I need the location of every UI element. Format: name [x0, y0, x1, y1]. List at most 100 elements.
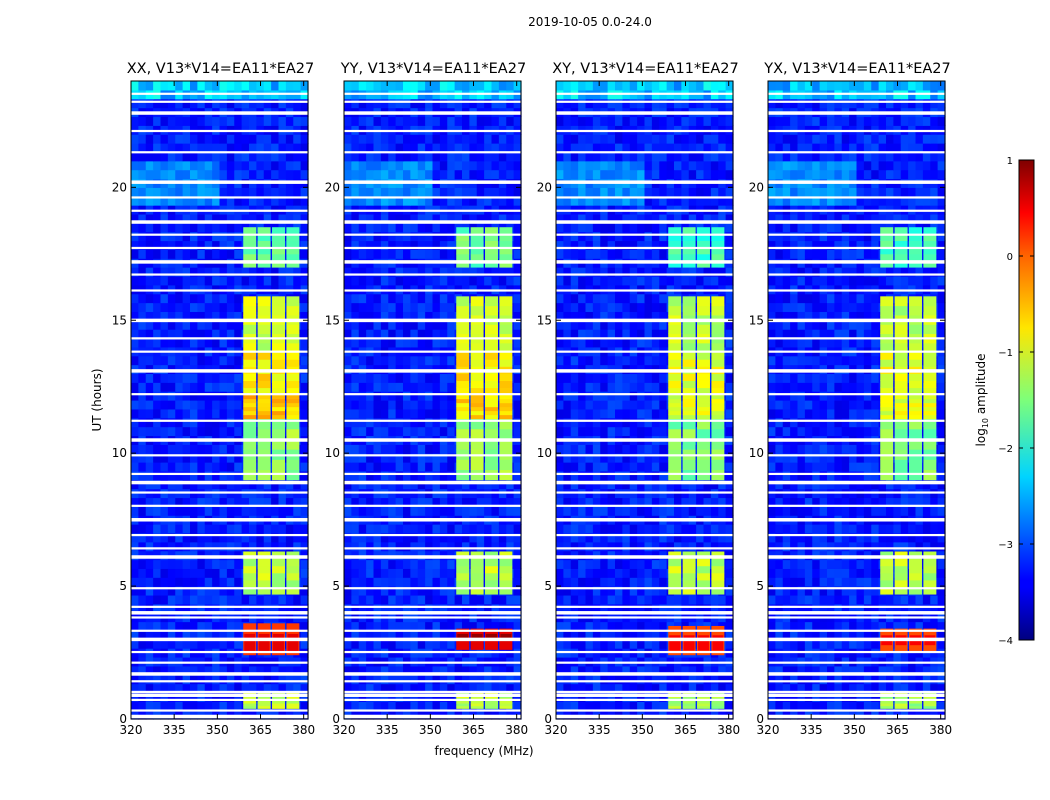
spectrogram-cell [659, 391, 668, 401]
spectrogram-cell [410, 479, 419, 490]
spectrogram-cell [351, 417, 360, 428]
spectrogram-cell [153, 568, 162, 578]
spectrogram-cell [175, 674, 184, 685]
spectrogram-cell [491, 683, 500, 694]
spectrogram-cell [585, 532, 594, 543]
flagged-row [131, 555, 308, 559]
spectrogram-cell [351, 240, 360, 250]
spectrogram-cell [454, 143, 463, 153]
spectrogram-cell [637, 701, 646, 711]
band-block [456, 240, 470, 248]
spectrogram-cell [425, 603, 434, 614]
spectrogram-cell [462, 187, 470, 197]
spectrogram-cell [263, 665, 272, 676]
band-block [272, 705, 285, 709]
spectrogram-cell [513, 391, 522, 401]
spectrogram-cell [271, 275, 280, 286]
spectrogram-cell [432, 577, 441, 587]
spectrogram-cell [226, 134, 235, 144]
spectrogram-cell [175, 320, 184, 330]
spectrogram-cell [570, 506, 579, 516]
spectrogram-cell [212, 417, 221, 428]
spectrogram-cell [506, 524, 515, 534]
spectrogram-cell [637, 621, 646, 631]
band-block [499, 233, 513, 241]
spectrogram-cell [710, 683, 719, 694]
spectrogram-cell [484, 116, 493, 126]
spectrogram-cell [513, 302, 522, 312]
spectrogram-cell [204, 134, 213, 144]
spectrogram-cell [241, 665, 250, 676]
spectrogram-cell [226, 541, 235, 552]
spectrogram-cell [358, 151, 367, 162]
flagged-row [344, 151, 521, 154]
spectrogram-cell [204, 213, 213, 224]
spectrogram-cell [513, 81, 522, 91]
spectrogram-cell [285, 267, 294, 277]
spectrogram-cell [570, 568, 579, 578]
spectrogram-cell [131, 568, 139, 578]
spectrogram-cell [563, 524, 572, 534]
spectrogram-cell [425, 302, 434, 312]
spectrogram-cell [160, 249, 169, 259]
spectrogram-cell [358, 506, 367, 516]
spectrogram-cell [388, 541, 397, 552]
spectrogram-cell [234, 267, 243, 277]
spectrogram-cell [131, 143, 139, 153]
spectrogram-cell [285, 196, 294, 206]
spectrogram-cell [439, 249, 448, 259]
spectrogram-cell [190, 665, 198, 676]
spectrogram-cell [234, 231, 243, 242]
spectrogram-cell [637, 417, 646, 428]
spectrogram-cell [629, 470, 638, 481]
band-block [485, 342, 498, 353]
spectrogram-cell [138, 249, 147, 259]
spectrogram-cell [226, 320, 235, 330]
spectrogram-cell [358, 594, 367, 605]
band-block [456, 394, 470, 400]
spectrogram-cell [278, 143, 287, 153]
spectrogram-cell [644, 559, 653, 569]
spectrogram-cell [592, 497, 601, 507]
spectrogram-cell [417, 577, 426, 587]
spectrogram-cell [293, 98, 302, 109]
spectrogram-cell [607, 630, 616, 640]
spectrogram-cell [432, 329, 441, 339]
spectrogram-cell [366, 462, 375, 472]
spectrogram-cell [175, 603, 184, 614]
spectrogram-cell [615, 603, 623, 614]
spectrogram-cell [131, 674, 139, 685]
spectrogram-cell [395, 329, 404, 339]
spectrogram-cell [182, 586, 191, 596]
spectrogram-cell [131, 444, 139, 454]
spectrogram-cell [145, 532, 154, 543]
band-block [499, 410, 513, 416]
spectrogram-cell [417, 275, 426, 286]
spectrogram-cell [725, 559, 734, 569]
spectrogram-cell [204, 674, 213, 685]
spectrogram-cell [659, 532, 668, 543]
spectrogram-cell [666, 603, 675, 614]
spectrogram-cell [403, 586, 411, 596]
spectrogram-cell [454, 98, 463, 109]
spectrogram-cell [578, 532, 587, 543]
spectrogram-cell [622, 479, 631, 490]
spectrogram-cell [600, 382, 609, 392]
spectrogram-cell [506, 143, 515, 153]
spectrogram-cell [219, 81, 228, 91]
spectrogram-cell [204, 408, 213, 419]
spectrogram-cell [403, 116, 411, 126]
spectrogram-cell [447, 275, 456, 286]
spectrogram-cell [190, 81, 198, 91]
spectrogram-cell [131, 169, 139, 180]
spectrogram-cell [190, 240, 198, 250]
spectrogram-cell [410, 630, 419, 640]
spectrogram-cell [145, 470, 154, 481]
spectrogram-cell [373, 630, 382, 640]
band-block [499, 428, 513, 440]
band-block [485, 373, 498, 382]
spectrogram-cell [373, 479, 382, 490]
burst-core [486, 633, 497, 642]
spectrogram-cell [417, 213, 426, 224]
spectrogram-cell [425, 222, 434, 233]
